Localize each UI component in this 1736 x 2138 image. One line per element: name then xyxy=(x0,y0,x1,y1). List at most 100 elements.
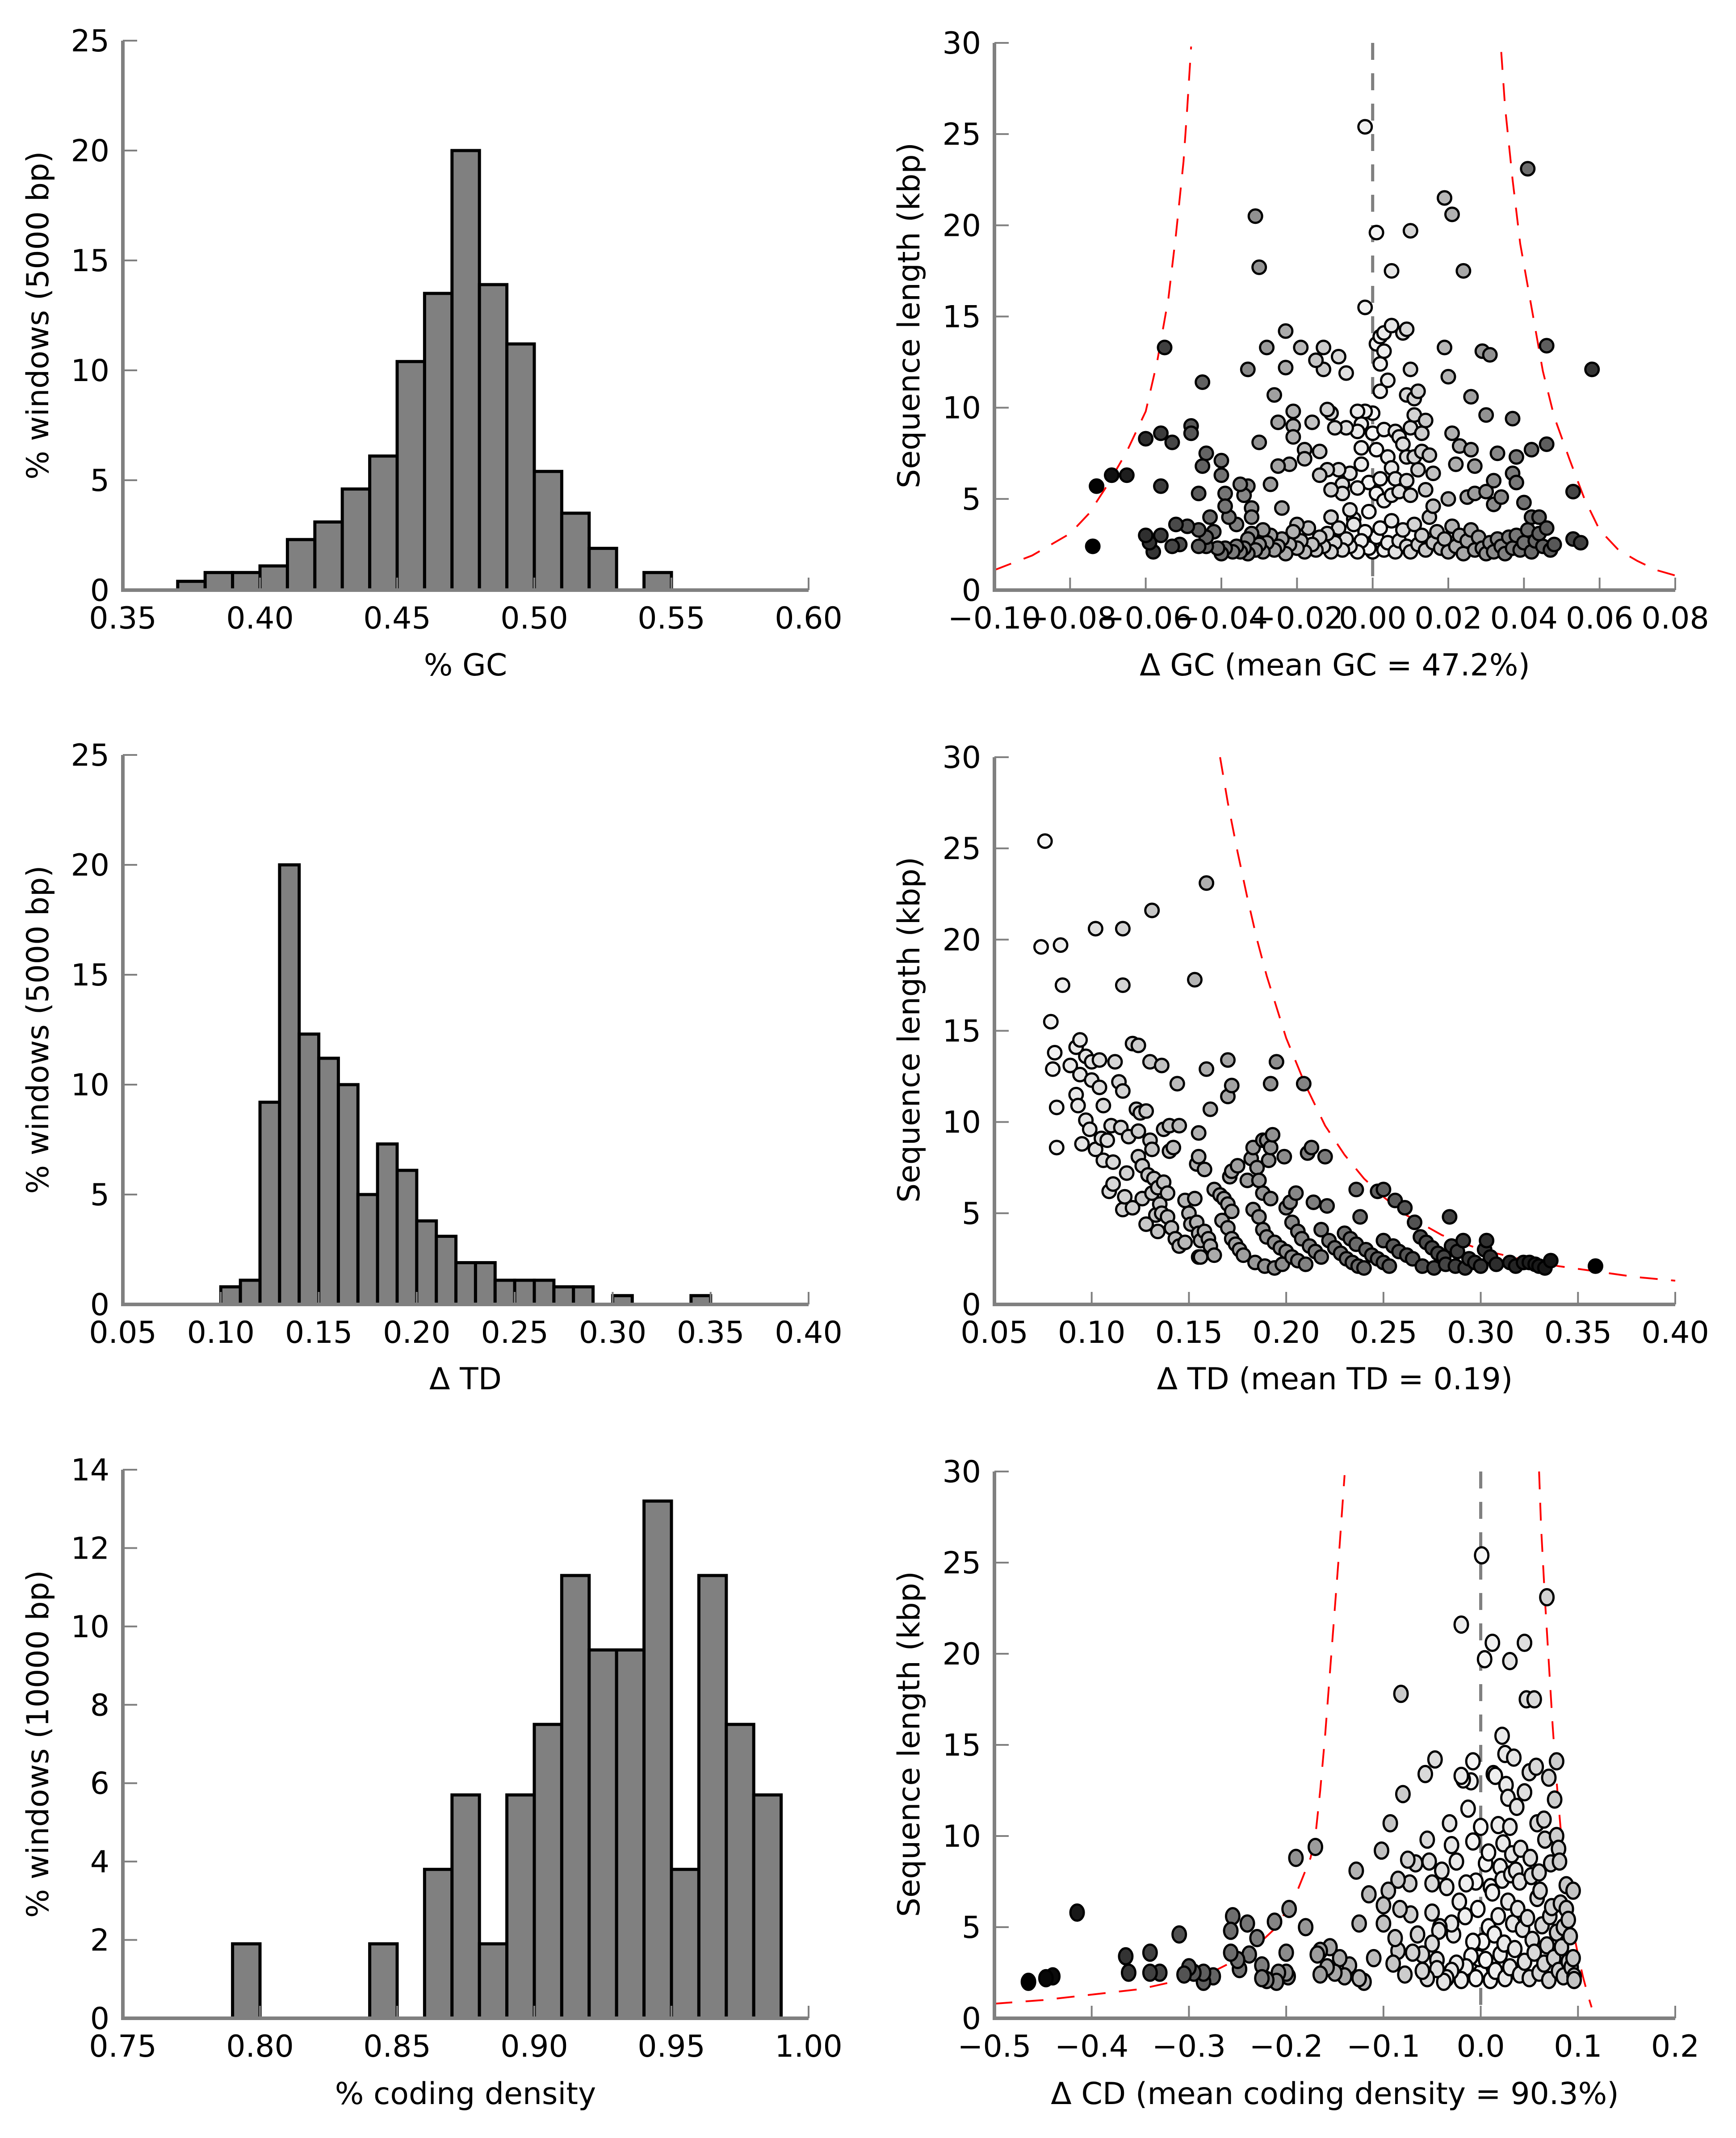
gc-hist-marks xyxy=(176,149,673,592)
td-hist-ytick-label: 0 xyxy=(90,1287,109,1323)
td-scatter-marks xyxy=(1033,757,1676,1282)
cd-scatter-point xyxy=(1375,1896,1392,1915)
gc-hist-ytick-label: 20 xyxy=(71,134,109,169)
cd-scatter-point xyxy=(1502,1818,1518,1836)
td-scatter-ytick-label: 5 xyxy=(962,1196,981,1232)
cd-scatter-ytick-label: 30 xyxy=(942,1455,981,1490)
td-scatter-point xyxy=(1095,1098,1111,1114)
gc-scatter-point xyxy=(1406,516,1422,532)
cd-hist-bar xyxy=(615,1648,646,2020)
cd-scatter-point xyxy=(1309,1945,1325,1964)
cd-scatter-point xyxy=(1560,1911,1577,1929)
td-scatter-ytick-label: 10 xyxy=(942,1105,981,1140)
cd-scatter-point xyxy=(1385,1954,1401,1973)
cd-scatter-threshold-curve xyxy=(994,1475,1346,2005)
cd-hist-ytick-label: 8 xyxy=(90,1688,109,1723)
gc-scatter-point xyxy=(1293,340,1309,356)
td-hist-bar xyxy=(258,1100,281,1306)
gc-scatter-point xyxy=(1319,402,1335,418)
td-scatter-point xyxy=(1442,1209,1458,1225)
gc-scatter-point xyxy=(1213,467,1229,483)
cd-scatter-point xyxy=(1438,1878,1455,1896)
td-scatter-point xyxy=(1407,1214,1423,1230)
cd-scatter-point xyxy=(1397,1965,1413,1984)
td-scatter-point xyxy=(1224,1203,1240,1220)
td-scatter-point xyxy=(1171,1118,1187,1134)
cd-scatter-point xyxy=(1366,1949,1382,1967)
td-scatter-point xyxy=(1199,1061,1215,1077)
td-scatter-point xyxy=(1144,1141,1160,1157)
td-scatter-xtick-label: 0.15 xyxy=(1155,1315,1223,1350)
gc-hist-xtick-label: 0.55 xyxy=(637,601,705,636)
gc-scatter-point xyxy=(1270,458,1286,474)
td-scatter-point xyxy=(1587,1258,1603,1274)
cd-scatter-point xyxy=(1468,1969,1484,1987)
cd-scatter-point xyxy=(1465,1933,1481,1951)
cd-scatter-point xyxy=(1566,1970,1582,1989)
gc-scatter-ytick-label: 10 xyxy=(942,391,981,426)
td-scatter-point xyxy=(1177,1234,1193,1250)
gc-scatter-point xyxy=(1312,467,1328,483)
td-hist-xtick-label: 0.20 xyxy=(383,1315,450,1350)
td-scatter-point xyxy=(1262,1191,1279,1207)
cd-scatter-point xyxy=(1460,1799,1476,1818)
cd-hist-bar xyxy=(560,1574,591,2020)
gc-scatter-xtick-label: 0.08 xyxy=(1641,601,1709,636)
gc-scatter-point xyxy=(1259,340,1275,356)
cd-histogram-panel: % coding density % windows (10000 bp) 0 2… xyxy=(21,1453,843,2112)
td-scatter-point xyxy=(1105,1154,1121,1170)
cd-scatter-point xyxy=(1266,1912,1283,1931)
cd-hist-xtick-label: 0.95 xyxy=(637,2029,705,2064)
gc-hist-bar xyxy=(231,571,262,592)
td-hist-bar xyxy=(513,1279,536,1306)
gc-scatter-point xyxy=(1232,476,1248,492)
cd-scatter-point xyxy=(1453,1615,1469,1634)
gc-scatter-point xyxy=(1444,206,1460,222)
cd-hist-ytick-label: 6 xyxy=(90,1766,109,1802)
cd-scatter-point xyxy=(1069,1903,1085,1922)
td-scatter-xtick-label: 0.05 xyxy=(960,1315,1028,1350)
gc-scatter-point xyxy=(1539,338,1555,354)
td-hist-bar xyxy=(572,1285,595,1306)
td-scatter-point xyxy=(1130,1123,1146,1139)
td-scatter-ytick-label: 0 xyxy=(962,1287,981,1323)
gc-hist-xtick-label: 0.40 xyxy=(226,601,294,636)
td-scatter-point xyxy=(1124,1200,1141,1216)
gc-scatter-point xyxy=(1440,491,1456,507)
cd-scatter-point xyxy=(1281,1899,1297,1918)
cd-hist-bar xyxy=(423,1868,454,2020)
gc-scatter-point xyxy=(1520,161,1536,177)
td-scatter-point xyxy=(1169,1076,1185,1092)
gc-scatter-point xyxy=(1372,383,1388,399)
td-scatter-point xyxy=(1138,1216,1154,1232)
cd-scatter-point xyxy=(1522,1849,1539,1867)
cd-scatter-point xyxy=(1536,1810,1552,1829)
td-hist-bar xyxy=(552,1285,575,1306)
gc-scatter-point xyxy=(1085,538,1101,554)
gc-scatter-point xyxy=(1489,445,1505,461)
td-hist-xtick-label: 0.25 xyxy=(481,1315,548,1350)
cd-scatter-point xyxy=(1532,1881,1548,1900)
cd-scatter-point xyxy=(1390,1870,1406,1889)
gc-scatter-ylabel: Sequence length (kbp) xyxy=(892,143,927,488)
td-scatter-xtick-label: 0.30 xyxy=(1447,1315,1514,1350)
gc-scatter-point xyxy=(1463,389,1479,405)
gc-scatter-point xyxy=(1539,520,1555,536)
gc-histogram-panel: % GC % windows (5000 bp) 0 5 10 15 20 25 0.35 0… xyxy=(21,24,843,683)
cd-scatter-ytick-label: 15 xyxy=(942,1728,981,1763)
td-scatter-point xyxy=(1117,1189,1133,1205)
cd-hist-xtick-label: 0.75 xyxy=(89,2029,156,2064)
td-scatter-point xyxy=(1091,1079,1107,1095)
gc-hist-bar xyxy=(505,342,536,592)
gc-scatter-ytick-label: 15 xyxy=(942,300,981,335)
cd-scatter-point xyxy=(1517,1783,1533,1802)
gc-scatter-point xyxy=(1153,478,1169,494)
cd-scatter-point xyxy=(1361,1885,1377,1904)
td-hist-bar xyxy=(317,1056,340,1306)
gc-hist-bar xyxy=(642,571,673,592)
td-scatter-point xyxy=(1313,1222,1329,1238)
td-scatter-point xyxy=(1115,977,1131,993)
cd-hist-bar xyxy=(533,1723,563,2020)
td-scatter-point xyxy=(1224,1077,1240,1094)
